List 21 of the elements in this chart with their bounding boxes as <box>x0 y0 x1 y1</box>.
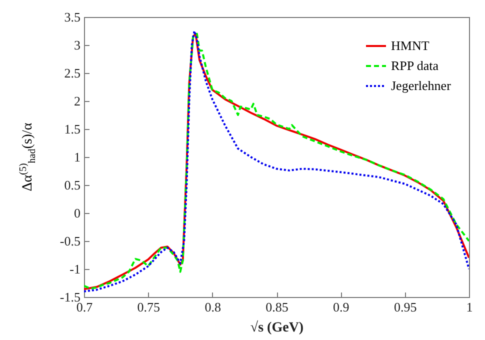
y-tick-label: -0.5 <box>60 234 80 248</box>
x-tick-label: 0.9 <box>333 300 350 314</box>
y-tick-label: -1.5 <box>60 290 80 304</box>
y-tick-label: 0 <box>74 206 80 220</box>
y-tick-label: 2 <box>74 94 80 108</box>
x-tick-label: 0.8 <box>204 300 221 314</box>
legend-label: RPP data <box>391 58 439 73</box>
y-tick-label: 3 <box>74 38 80 52</box>
x-tick-label: 1 <box>466 300 473 314</box>
y-tick-label: -1 <box>70 262 80 276</box>
y-tick-label: 2.5 <box>64 66 80 80</box>
x-tick-label: 0.85 <box>266 300 288 314</box>
y-tick-label: 1.5 <box>64 122 80 136</box>
y-tick-label: 0.5 <box>64 178 80 192</box>
x-tick-label: 0.75 <box>137 300 160 314</box>
x-tick-label: 0.95 <box>394 300 417 314</box>
legend-label: Jegerlehner <box>391 78 452 93</box>
x-axis-title: √s (GeV) <box>250 320 304 336</box>
legend-label: HMNT <box>391 38 430 53</box>
y-tick-label: 1 <box>74 150 80 164</box>
y-tick-label: 3.5 <box>64 10 80 24</box>
